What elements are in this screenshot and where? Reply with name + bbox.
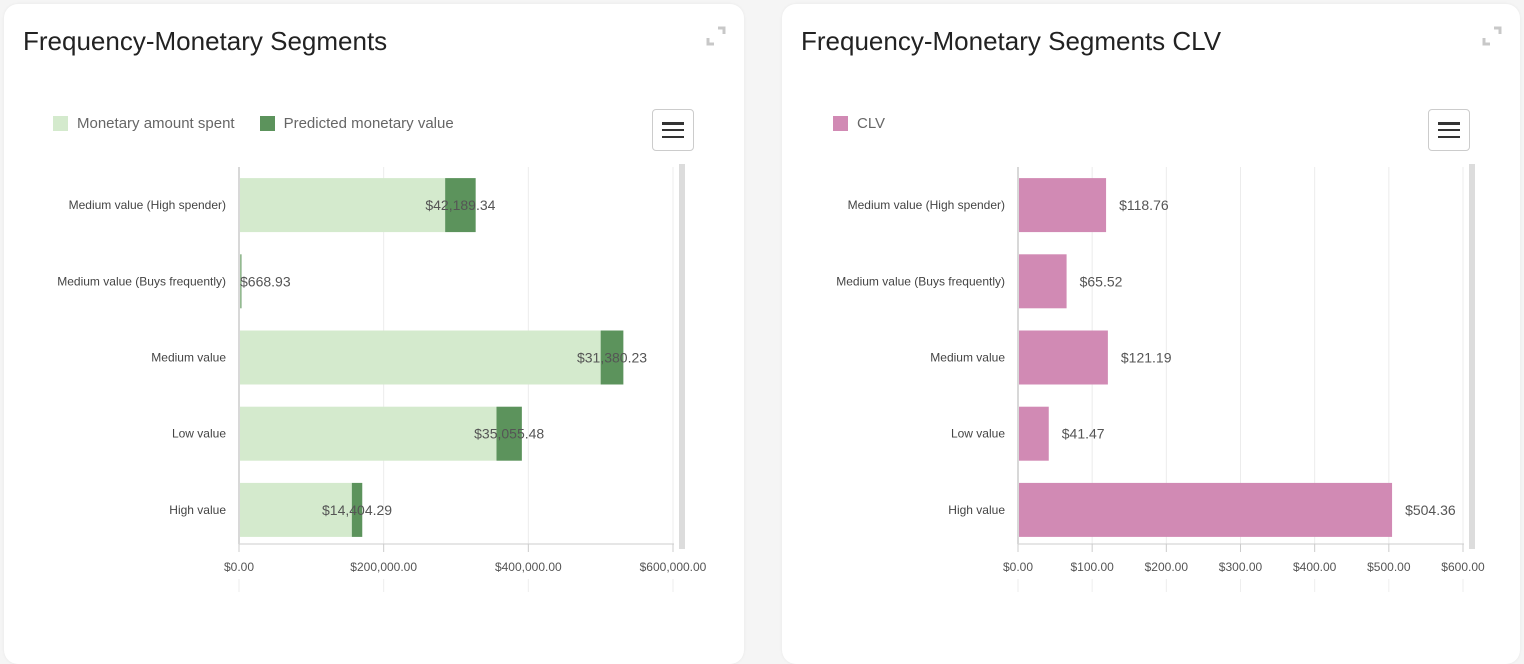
- scrollbar[interactable]: [679, 164, 685, 549]
- x-tick-label: $100.00: [1070, 560, 1114, 574]
- data-label: $31,380.23: [577, 350, 647, 366]
- chart-menu-button[interactable]: [652, 109, 694, 151]
- x-tick-label: $600.00: [1441, 560, 1485, 574]
- x-tick-label: $0.00: [224, 560, 254, 574]
- x-tick-label: $400,000.00: [495, 560, 562, 574]
- chart-legend: CLV: [833, 115, 910, 132]
- chart-menu-button[interactable]: [1428, 109, 1470, 151]
- bar[interactable]: [1018, 254, 1067, 309]
- bar-chart-clv: Medium value (High spender) $118.76 Medium…: [836, 167, 1485, 592]
- hamburger-menu-icon: [662, 122, 684, 138]
- chart-title: Frequency-Monetary Segments CLV: [801, 26, 1222, 56]
- bar[interactable]: [1018, 330, 1108, 385]
- expand-icon[interactable]: [706, 26, 726, 46]
- bar[interactable]: [600, 330, 624, 385]
- legend-item-monetary-amount-spent[interactable]: Monetary amount spent: [53, 115, 235, 132]
- data-label: $41.47: [1062, 426, 1105, 442]
- bar[interactable]: [239, 178, 446, 233]
- bar[interactable]: [496, 406, 522, 461]
- category-label: Medium value (High spender): [848, 198, 1005, 212]
- chart-card-clv: Frequency-Monetary Segments CLV CLV Medi…: [782, 4, 1520, 664]
- bar[interactable]: [240, 254, 242, 309]
- x-tick-label: $200.00: [1145, 560, 1189, 574]
- category-label: Low value: [172, 427, 226, 441]
- x-tick-label: $500.00: [1367, 560, 1411, 574]
- hamburger-menu-icon: [1438, 122, 1460, 138]
- legend-item-predicted-monetary-value[interactable]: Predicted monetary value: [259, 115, 454, 132]
- chart-legend: Monetary amount spent Predicted monetary…: [53, 115, 479, 132]
- category-label: Medium value (Buys frequently): [836, 274, 1005, 288]
- bar[interactable]: [239, 330, 601, 385]
- category-label: Medium value: [930, 351, 1005, 365]
- category-label: Medium value: [151, 351, 226, 365]
- category-label: Medium value (High spender): [69, 198, 226, 212]
- data-label: $42,189.34: [425, 197, 495, 213]
- bar-chart-segments: Medium value (High spender) $42,189.34 Med…: [57, 167, 707, 592]
- chart-card-segments: Frequency-Monetary Segments Monetary amo…: [4, 4, 744, 664]
- category-label: Medium value (Buys frequently): [57, 274, 226, 288]
- bar[interactable]: [1018, 178, 1107, 233]
- chart-title: Frequency-Monetary Segments: [23, 26, 388, 56]
- data-label: $668.93: [240, 273, 291, 289]
- data-label: $118.76: [1119, 197, 1169, 213]
- scrollbar[interactable]: [1469, 164, 1475, 549]
- bar[interactable]: [351, 482, 363, 537]
- bar[interactable]: [1018, 406, 1049, 461]
- bar[interactable]: [445, 178, 476, 233]
- legend-item-clv[interactable]: CLV: [833, 115, 885, 132]
- data-label: $121.19: [1121, 350, 1172, 366]
- category-label: High value: [948, 503, 1005, 517]
- x-tick-label: $600,000.00: [640, 560, 707, 574]
- data-label: $504.36: [1405, 502, 1456, 518]
- bar[interactable]: [239, 482, 352, 537]
- data-label: $14,404.29: [322, 502, 392, 518]
- category-label: Low value: [951, 427, 1005, 441]
- legend-swatch: [259, 116, 275, 131]
- x-tick-label: $200,000.00: [350, 560, 417, 574]
- category-label: High value: [169, 503, 226, 517]
- x-tick-label: $0.00: [1003, 560, 1033, 574]
- x-tick-label: $400.00: [1293, 560, 1337, 574]
- legend-label: Monetary amount spent: [77, 115, 235, 132]
- expand-icon[interactable]: [1482, 26, 1502, 46]
- legend-swatch: [53, 116, 68, 131]
- x-tick-label: $300.00: [1219, 560, 1263, 574]
- legend-swatch: [833, 116, 848, 131]
- data-label: $65.52: [1080, 273, 1123, 289]
- data-label: $35,055.48: [474, 426, 544, 442]
- bar[interactable]: [239, 406, 497, 461]
- bar[interactable]: [1018, 482, 1393, 537]
- legend-label: CLV: [857, 115, 886, 132]
- legend-label: Predicted monetary value: [283, 115, 454, 132]
